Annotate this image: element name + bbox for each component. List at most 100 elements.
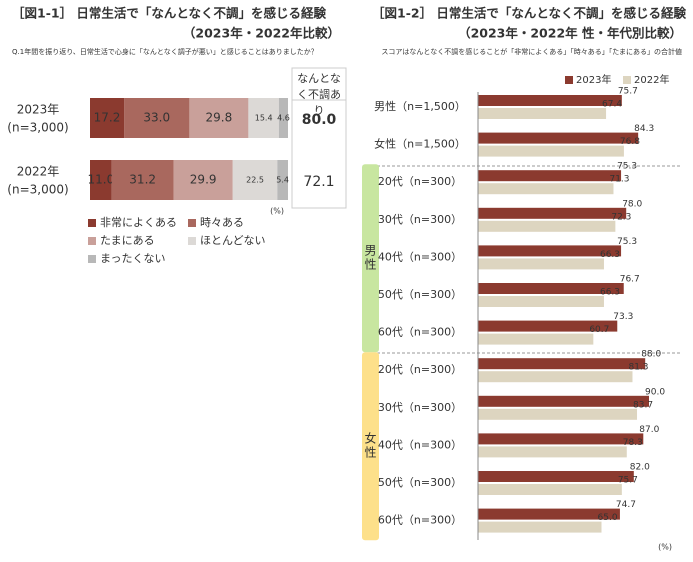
legend-label: たまにある — [100, 234, 155, 247]
category-label: 40代（n=300） — [378, 250, 462, 263]
bar — [478, 508, 620, 520]
legend-swatch — [188, 237, 196, 245]
category-label: 60代（n=300） — [378, 326, 462, 339]
category-label: 50代（n=300） — [378, 288, 462, 301]
data-label: 75.3 — [617, 162, 637, 172]
data-label: 5.4 — [276, 176, 289, 185]
data-label: 22.5 — [246, 176, 264, 185]
chart-title: ［図1-1］ 日常生活で「なんとなく不調」を感じる経験 — [12, 6, 327, 21]
data-label: 15.4 — [255, 114, 273, 123]
group-box — [362, 352, 379, 541]
category-note: (n=3,000) — [7, 183, 68, 197]
legend-swatch — [88, 219, 96, 227]
legend-label: 2022年 — [634, 73, 669, 86]
category-note: (n=3,000) — [7, 121, 68, 135]
legend-swatch — [565, 76, 573, 84]
bar-segment — [232, 160, 278, 200]
bar — [478, 484, 622, 495]
bar — [478, 207, 627, 219]
category-label: 30代（n=300） — [378, 401, 462, 414]
total-header: なんとなく不調あり — [297, 72, 341, 117]
total-box — [291, 67, 347, 209]
data-label: 66.3 — [600, 288, 620, 298]
chart-subtitle: （2023年・2022年 性・年代別比較） — [458, 26, 682, 41]
legend-label: 非常によくある — [100, 216, 177, 229]
bar-segment — [90, 160, 112, 200]
category-label: 50代（n=300） — [378, 476, 462, 489]
bar — [478, 446, 627, 458]
category-label: 2023年 — [17, 103, 60, 117]
bar — [478, 283, 624, 294]
data-label: 76.7 — [620, 275, 640, 285]
bar — [478, 408, 638, 420]
bar — [478, 95, 622, 106]
bar — [478, 521, 602, 533]
bar-segment — [189, 98, 249, 138]
legend-swatch — [88, 237, 96, 245]
bar-segment — [124, 98, 190, 138]
unit: (%) — [270, 207, 284, 216]
bar — [478, 245, 622, 257]
data-label: 67.4 — [602, 100, 622, 110]
unit: (%) — [658, 543, 672, 552]
bar — [478, 471, 634, 482]
category-label: 20代（n=300） — [378, 175, 462, 188]
bar-segment — [111, 160, 174, 200]
bar — [478, 145, 624, 157]
group-label: 性 — [364, 446, 376, 460]
group-box — [362, 164, 379, 353]
data-label: 81.3 — [628, 363, 648, 373]
data-label: 31.2 — [129, 173, 156, 187]
category-label: 30代（n=300） — [378, 213, 462, 226]
bar — [478, 395, 649, 407]
legend-label: 時々ある — [200, 216, 244, 229]
data-label: 4.6 — [277, 114, 290, 123]
data-label: 74.7 — [616, 500, 636, 510]
group-label: 男 — [364, 244, 376, 258]
bar — [478, 358, 646, 370]
bar-segment — [248, 98, 279, 138]
data-label: 11.0 — [88, 173, 115, 187]
legend-swatch — [88, 255, 96, 263]
data-label: 17.2 — [94, 111, 121, 125]
bar — [478, 320, 618, 332]
bar — [478, 258, 604, 270]
category-label: 男性（n=1,500） — [374, 99, 466, 113]
legend-swatch — [188, 219, 196, 227]
data-label: 60.7 — [589, 325, 609, 335]
data-label: 76.8 — [620, 137, 640, 147]
data-label: 82.0 — [630, 463, 650, 473]
data-label: 65.0 — [598, 513, 618, 523]
bar-segment — [277, 160, 288, 200]
data-label: 75.7 — [618, 476, 638, 486]
bar — [478, 371, 633, 383]
bar-segment — [278, 98, 288, 138]
data-label: 78.3 — [623, 438, 643, 448]
data-label: 90.0 — [645, 387, 665, 397]
data-label: 75.7 — [618, 87, 638, 97]
legend-label: 2023年 — [576, 73, 611, 86]
data-label: 78.0 — [622, 199, 642, 209]
total-value: 72.1 — [303, 174, 334, 190]
data-label: 71.3 — [609, 175, 629, 185]
chart-subtitle: （2023年・2022年比較） — [183, 26, 340, 41]
bar — [478, 183, 614, 195]
bar-segment — [90, 98, 125, 138]
category-label: 60代（n=300） — [378, 514, 462, 527]
total-value: 80.0 — [302, 112, 337, 128]
data-label: 29.9 — [190, 173, 217, 187]
data-label: 29.8 — [206, 111, 233, 125]
data-label: 33.0 — [143, 111, 170, 125]
legend-label: まったくない — [100, 252, 166, 265]
legend-label: ほとんどない — [200, 234, 265, 247]
data-label: 66.3 — [600, 250, 620, 260]
group-label: 女 — [364, 431, 376, 446]
chart-title: ［図1-2］ 日常生活で「なんとなく不調」を感じる経験 — [372, 6, 687, 21]
data-label: 73.3 — [613, 312, 633, 322]
note: スコアはなんとなく不調を感じることが「非常によくある」「時々ある」「たまにある」… — [381, 47, 682, 56]
data-label: 72.3 — [611, 212, 631, 222]
bar — [478, 296, 604, 307]
data-label: 84.3 — [634, 124, 654, 134]
data-label: 83.7 — [633, 400, 653, 410]
